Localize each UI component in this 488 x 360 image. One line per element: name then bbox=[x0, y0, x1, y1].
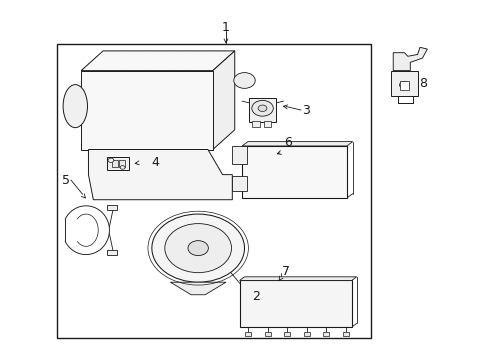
Bar bbox=[323, 332, 329, 336]
Circle shape bbox=[164, 224, 231, 273]
Bar bbox=[342, 332, 348, 336]
Ellipse shape bbox=[63, 85, 87, 128]
Bar bbox=[249, 98, 276, 122]
Bar bbox=[304, 332, 309, 336]
Polygon shape bbox=[239, 277, 356, 280]
Polygon shape bbox=[88, 149, 232, 200]
Bar bbox=[242, 146, 346, 198]
Bar bbox=[232, 146, 246, 164]
Circle shape bbox=[108, 158, 114, 162]
Bar bbox=[81, 71, 212, 149]
Bar bbox=[112, 159, 118, 167]
Text: 5: 5 bbox=[62, 174, 70, 186]
Circle shape bbox=[251, 100, 273, 116]
Text: 6: 6 bbox=[284, 136, 292, 149]
Text: 8: 8 bbox=[418, 77, 426, 90]
Circle shape bbox=[399, 81, 408, 89]
Bar bbox=[106, 205, 117, 211]
Bar bbox=[399, 81, 408, 90]
Text: 3: 3 bbox=[302, 104, 309, 117]
Bar bbox=[264, 332, 270, 336]
Bar bbox=[390, 71, 417, 96]
Bar bbox=[232, 176, 246, 191]
Polygon shape bbox=[242, 141, 352, 146]
Bar bbox=[263, 121, 271, 127]
Bar bbox=[57, 44, 370, 338]
Bar bbox=[107, 157, 129, 170]
Bar bbox=[239, 280, 351, 327]
Bar bbox=[251, 121, 259, 127]
Text: 4: 4 bbox=[151, 156, 159, 168]
Bar bbox=[284, 332, 290, 336]
Circle shape bbox=[187, 240, 208, 256]
Text: 7: 7 bbox=[281, 265, 289, 278]
Bar bbox=[106, 250, 117, 255]
Circle shape bbox=[152, 214, 244, 282]
Circle shape bbox=[120, 166, 125, 169]
Bar bbox=[119, 159, 125, 167]
Polygon shape bbox=[212, 51, 234, 149]
Text: 1: 1 bbox=[222, 21, 229, 34]
Circle shape bbox=[233, 73, 255, 88]
Polygon shape bbox=[170, 282, 225, 295]
Text: 2: 2 bbox=[251, 290, 259, 303]
Polygon shape bbox=[81, 51, 234, 71]
Circle shape bbox=[258, 105, 266, 112]
Polygon shape bbox=[392, 47, 427, 71]
Bar bbox=[245, 332, 251, 336]
